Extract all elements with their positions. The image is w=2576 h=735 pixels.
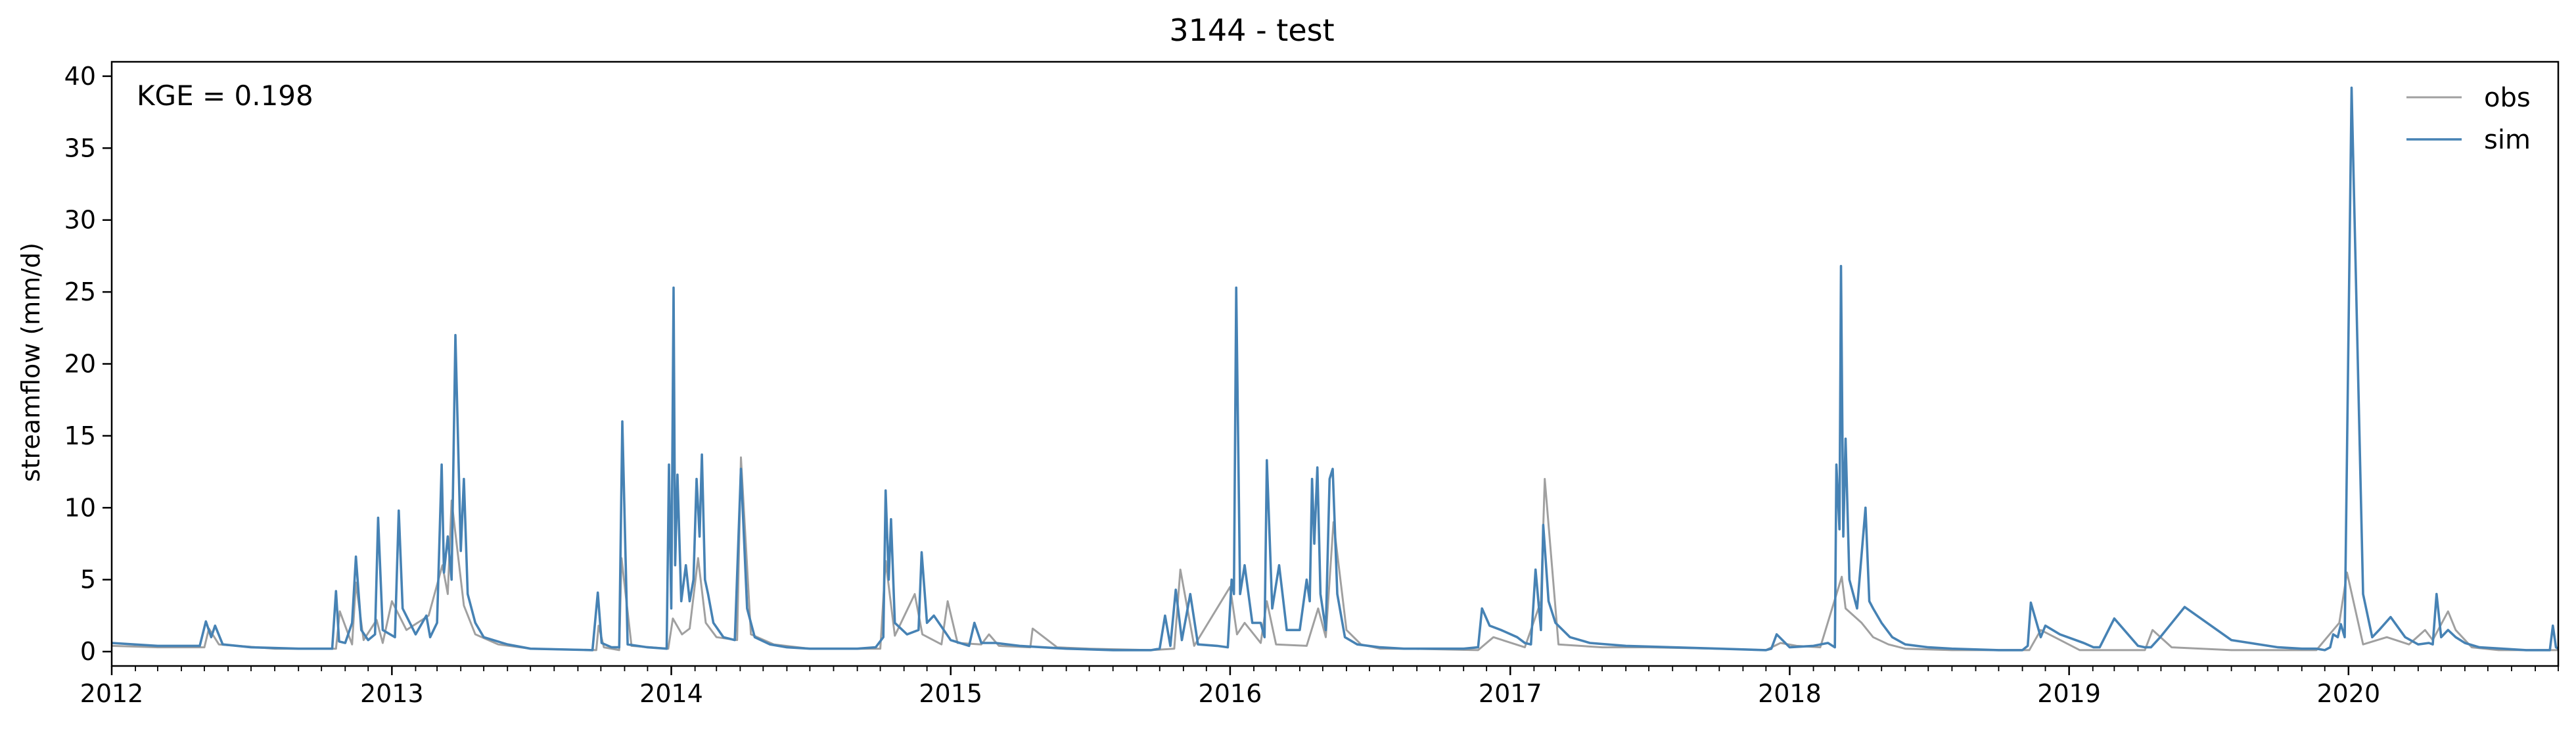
y-tick-label: 25 [64, 277, 96, 306]
x-tick-label: 2014 [639, 679, 703, 708]
x-tick-label: 2020 [2316, 679, 2380, 708]
x-tick-label: 2019 [2037, 679, 2101, 708]
legend-label-obs: obs [2484, 83, 2531, 113]
y-axis-label: streamflow (mm/d) [16, 243, 45, 482]
legend: obs sim [2406, 83, 2531, 155]
chart-title: 3144 - test [1169, 12, 1334, 48]
y-tick-label: 15 [64, 421, 96, 450]
y-tick-label: 5 [80, 565, 96, 594]
series-line-sim [112, 86, 2558, 652]
series-layer [112, 86, 2558, 652]
y-tick-label: 0 [80, 637, 96, 666]
y-tick-label: 20 [64, 350, 96, 379]
x-tick-label: 2012 [80, 679, 144, 708]
y-tick-label: 40 [64, 62, 96, 91]
axes-layer: 0 5 10 15 20 25 30 35 40 2012 2013 2014 2015 2016 2017… [64, 60, 2560, 708]
y-tick-label: 35 [64, 133, 96, 162]
legend-label-sim: sim [2484, 125, 2531, 155]
x-tick-label: 2016 [1199, 679, 1262, 708]
x-tick-label: 2015 [919, 679, 982, 708]
x-tick-label: 2018 [1758, 679, 1822, 708]
kge-annotation: KGE = 0.198 [137, 80, 313, 112]
x-tick-label: 2017 [1479, 679, 1542, 708]
x-tick-label: 2013 [360, 679, 424, 708]
y-tick-label: 30 [64, 206, 96, 235]
y-tick-label: 10 [64, 493, 96, 522]
